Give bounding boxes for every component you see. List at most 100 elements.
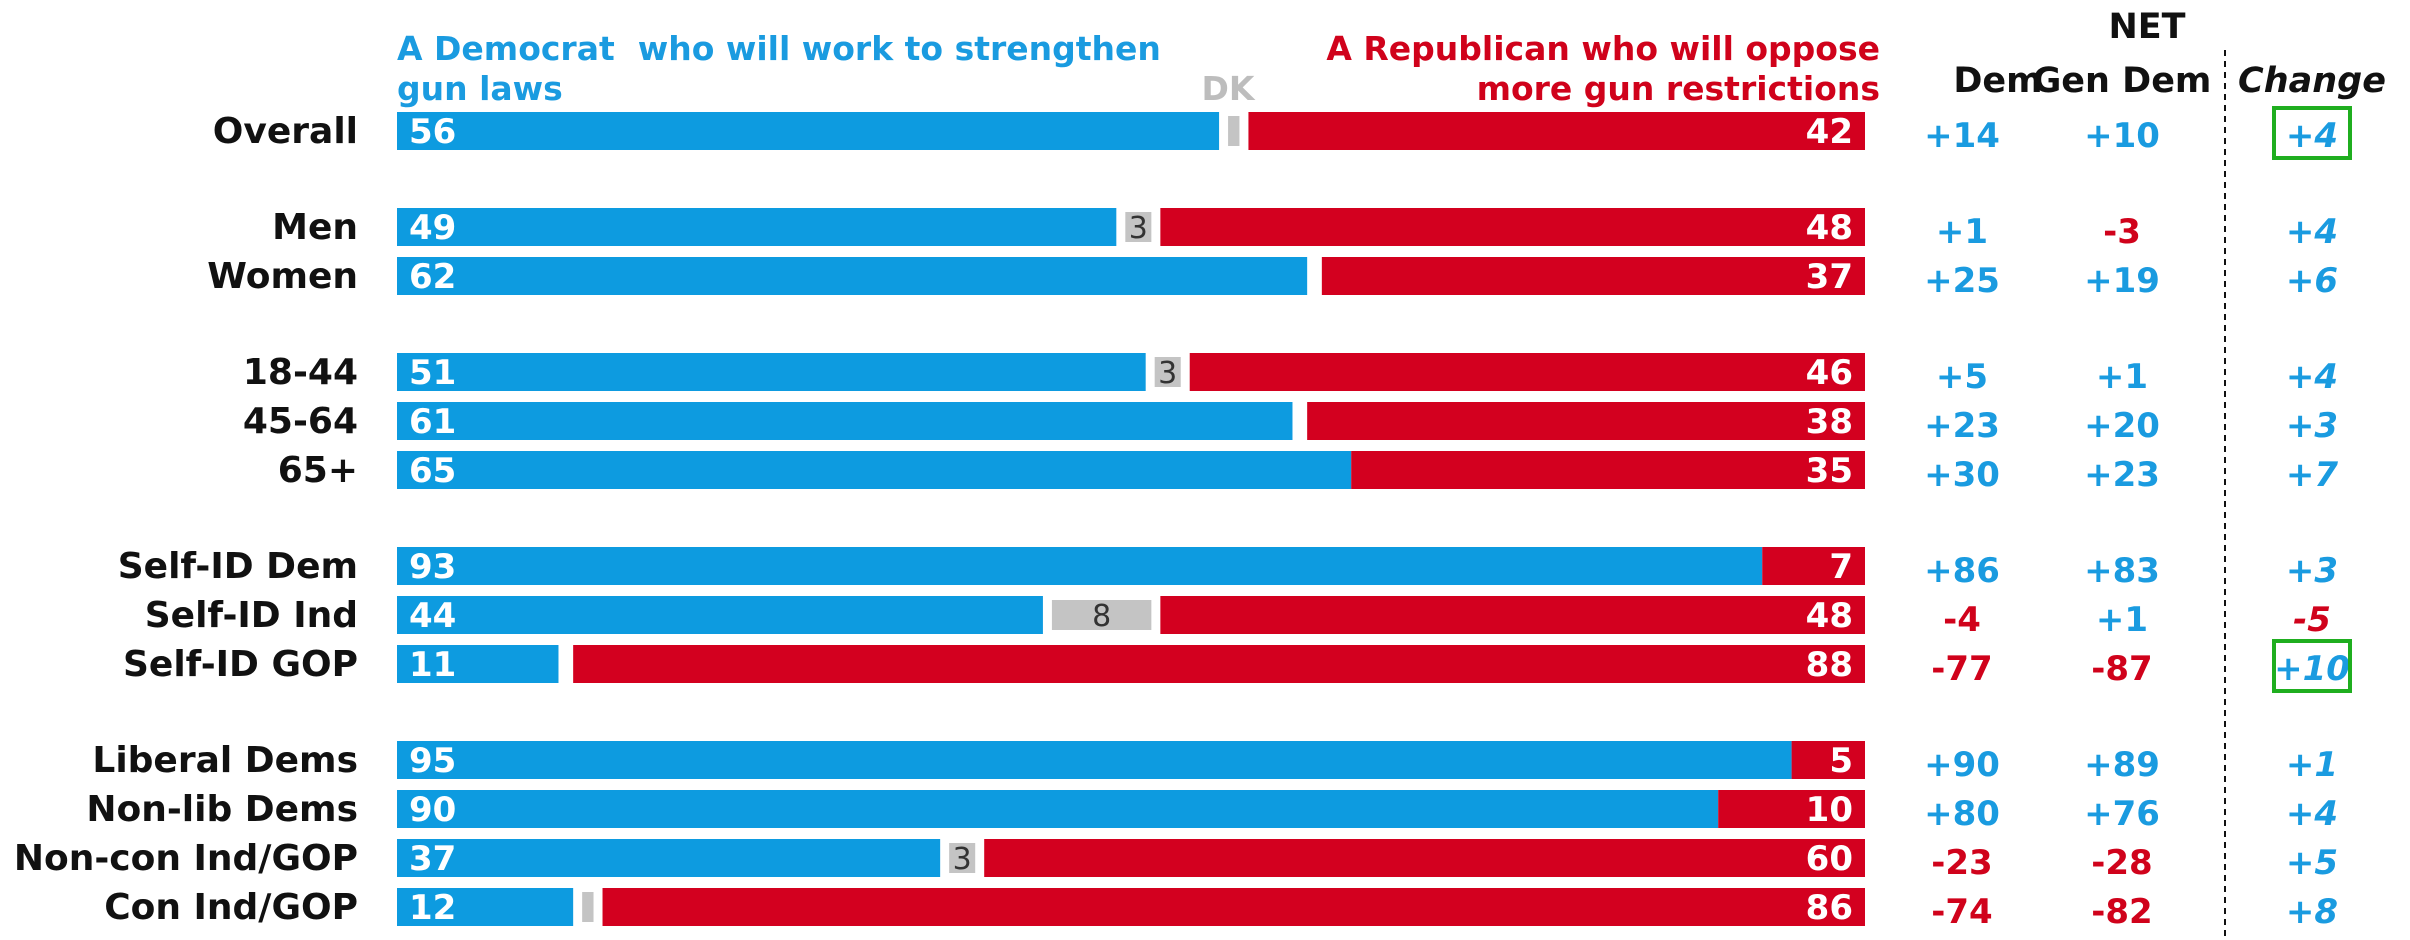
- change-value: +3: [2286, 406, 2338, 446]
- gop-bar: [1248, 112, 1865, 150]
- dk-bar-value: 3: [1129, 211, 1148, 246]
- dem-bar: [397, 208, 1117, 246]
- dem-bar-value: 44: [409, 596, 456, 636]
- net-gen-dem-value: +1: [2096, 357, 2148, 397]
- net-gen-dem-value: +20: [2084, 406, 2160, 446]
- dk-bar-value: 3: [1158, 356, 1177, 391]
- net-dem-value: +25: [1924, 261, 2000, 301]
- dk-bar-value: 3: [953, 842, 972, 877]
- gop-bar-value: 48: [1806, 208, 1853, 248]
- change-value: +4: [2286, 116, 2338, 156]
- change-value: +5: [2286, 843, 2338, 883]
- dk-series-header: DK: [1202, 69, 1256, 108]
- gop-bar: [1791, 741, 1865, 779]
- dem-bar: [397, 402, 1293, 440]
- dem-bar: [397, 451, 1352, 489]
- gop-bar: [1762, 547, 1865, 585]
- dem-bar: [397, 257, 1308, 295]
- change-value: +10: [2274, 649, 2350, 689]
- dk-bar: [1125, 212, 1152, 242]
- gop-bar: [984, 839, 1865, 877]
- net-dem-value: -23: [1931, 843, 1992, 883]
- row-label: Men: [272, 207, 358, 248]
- dem-bar: [397, 547, 1763, 585]
- change-value: -5: [2293, 600, 2331, 640]
- net-gen-dem-value: +76: [2084, 794, 2160, 834]
- dem-series-header-line2: gun laws: [397, 69, 563, 108]
- net-dem-value: +5: [1936, 357, 1988, 397]
- gen-dem-column-header: Gen Dem: [2033, 61, 2212, 101]
- net-gen-dem-value: +23: [2084, 455, 2160, 495]
- dk-bar: [1154, 357, 1181, 387]
- gop-bar: [1307, 402, 1865, 440]
- gop-bar-value: 5: [1829, 741, 1853, 781]
- net-header: NET: [2108, 7, 2185, 47]
- net-gen-dem-value: -82: [2091, 892, 2152, 932]
- gop-bar: [1351, 451, 1865, 489]
- chart-rows: Overall 56 42 +14 +10 +4 Men 49 48 3 +1 -3 +4 Women 62…: [14, 106, 2352, 932]
- dem-bar-value: 93: [409, 547, 456, 587]
- change-value: +8: [2286, 892, 2338, 932]
- change-value: +4: [2286, 794, 2338, 834]
- dk-bar: [1051, 600, 1152, 630]
- gop-bar-value: 7: [1829, 547, 1853, 587]
- gop-bar: [1160, 208, 1865, 246]
- dem-bar-value: 37: [409, 839, 456, 879]
- net-dem-value: +14: [1924, 116, 2000, 156]
- gop-bar-value: 60: [1806, 839, 1853, 879]
- dem-bar: [397, 790, 1719, 828]
- gop-bar-value: 42: [1806, 112, 1853, 152]
- net-dem-value: +1: [1936, 212, 1988, 252]
- dk-bar: [949, 843, 976, 873]
- gop-bar-value: 37: [1806, 257, 1853, 297]
- row-label: 45-64: [243, 401, 358, 442]
- gop-bar: [602, 888, 1865, 926]
- change-value: +7: [2286, 455, 2338, 495]
- dem-bar-value: 51: [409, 353, 456, 393]
- gop-bar-value: 48: [1806, 596, 1853, 636]
- net-gen-dem-value: +89: [2084, 745, 2160, 785]
- dem-bar-value: 12: [409, 888, 456, 928]
- net-dem-value: +86: [1924, 551, 2000, 591]
- dem-bar-value: 65: [409, 451, 456, 491]
- row-label: 18-44: [243, 352, 358, 393]
- net-gen-dem-value: +1: [2096, 600, 2148, 640]
- dem-bar-value: 56: [409, 112, 456, 152]
- net-dem-value: +30: [1924, 455, 2000, 495]
- gop-bar-value: 46: [1806, 353, 1853, 393]
- change-value: +6: [2286, 261, 2338, 301]
- row-label: Self-ID Dem: [118, 546, 358, 587]
- change-highlight-box: [2272, 639, 2352, 693]
- change-value: +4: [2286, 357, 2338, 397]
- row-label: Self-ID GOP: [123, 644, 358, 685]
- net-dem-value: +80: [1924, 794, 2000, 834]
- gop-bar-value: 38: [1806, 402, 1853, 442]
- chart-header: A Democrat who will work to strengthen g…: [397, 7, 2386, 108]
- row-label: Women: [207, 256, 358, 297]
- change-value: +1: [2286, 745, 2338, 785]
- dem-bar-value: 61: [409, 402, 456, 442]
- dem-column-header: Dem: [1953, 61, 2042, 101]
- change-value: +3: [2286, 551, 2338, 591]
- dem-bar: [397, 353, 1146, 391]
- gop-bar: [1321, 257, 1865, 295]
- gop-bar: [1189, 353, 1865, 391]
- change-highlight-box: [2272, 106, 2352, 160]
- row-label: Non-con Ind/GOP: [14, 838, 358, 879]
- dem-bar-value: 11: [409, 645, 456, 685]
- change-column-header: Change: [2238, 61, 2386, 101]
- dem-bar: [397, 112, 1220, 150]
- row-label: Liberal Dems: [92, 740, 358, 781]
- net-gen-dem-value: -87: [2091, 649, 2152, 689]
- gop-series-header-line1: A Republican who will oppose: [1326, 29, 1880, 68]
- dk-bar: [1228, 116, 1240, 146]
- dk-bar-value: 8: [1092, 599, 1111, 634]
- dem-bar: [397, 596, 1043, 634]
- gop-bar-value: 88: [1806, 645, 1853, 685]
- gop-bar-value: 10: [1806, 790, 1853, 830]
- dem-bar-value: 49: [409, 208, 456, 248]
- gop-bar: [1160, 596, 1865, 634]
- dem-bar: [397, 645, 559, 683]
